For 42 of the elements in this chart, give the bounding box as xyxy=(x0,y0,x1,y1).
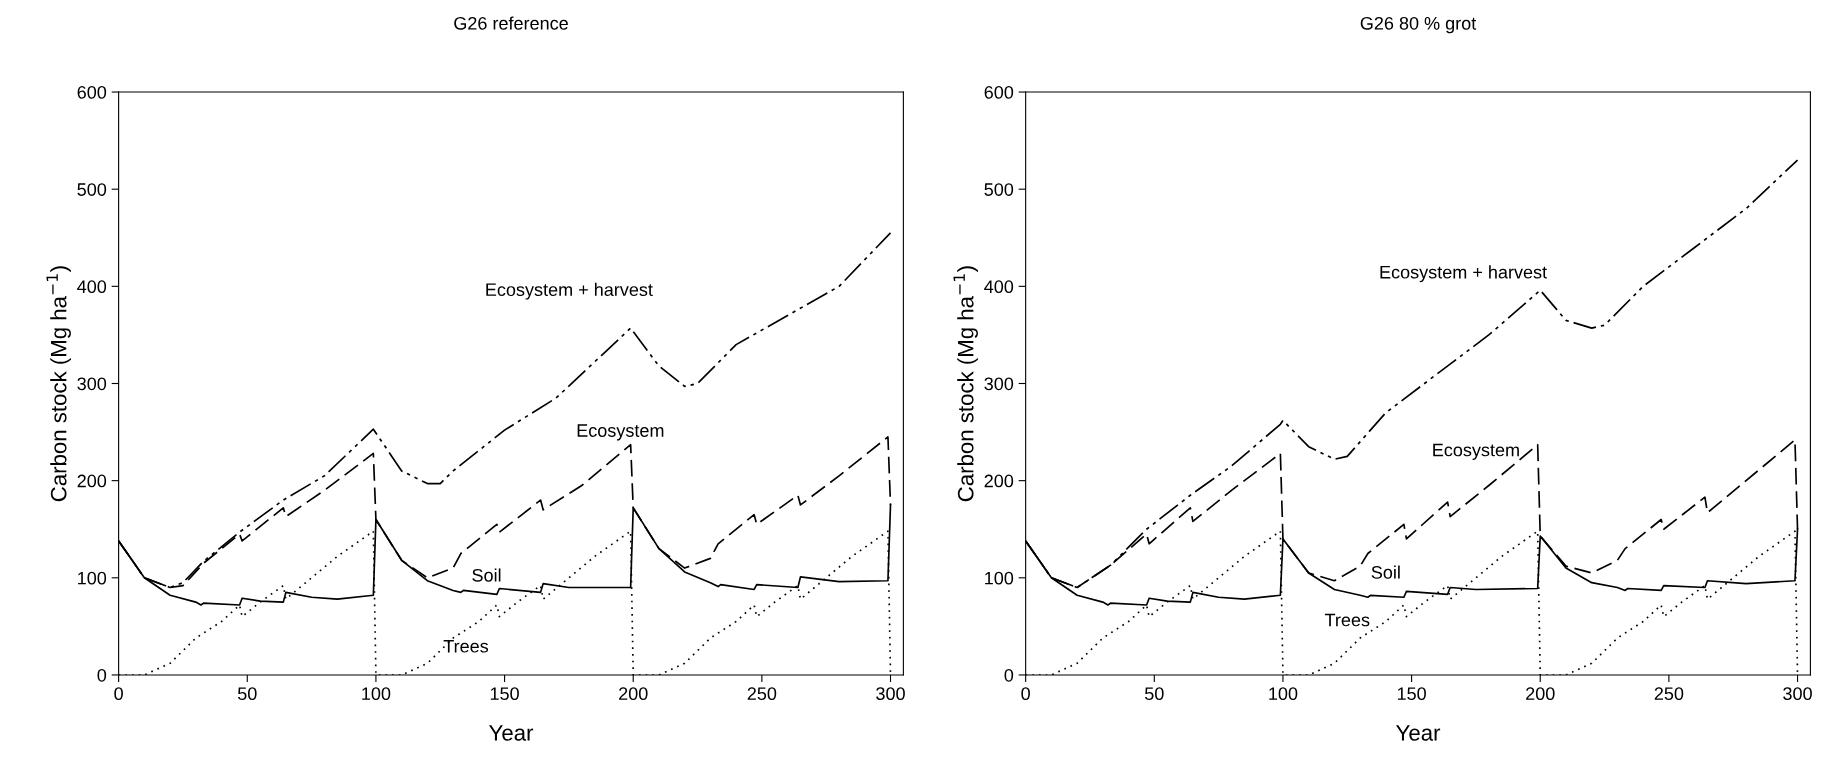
x-axis-title: Year xyxy=(489,725,534,741)
y-tick-label: 0 xyxy=(97,668,107,682)
y-tick-label: 500 xyxy=(77,183,107,196)
y-tick-label: 0 xyxy=(1004,668,1014,682)
y-tick-label: 400 xyxy=(77,280,107,294)
y-tick-label: 100 xyxy=(78,571,107,585)
x-tick-label: 250 xyxy=(747,687,777,701)
x-tick-label: 300 xyxy=(1783,687,1812,701)
series-label: Ecosystem + harvest xyxy=(1380,265,1547,283)
y-tick-label: 300 xyxy=(984,377,1014,391)
x-tick-label: 100 xyxy=(362,687,391,701)
series-label: Soil xyxy=(472,568,501,582)
y-tick-label: 400 xyxy=(984,280,1014,294)
y-tick-label: 600 xyxy=(984,85,1014,99)
y-tick-label: 100 xyxy=(985,571,1014,585)
y-tick-label: 200 xyxy=(77,474,107,488)
y-tick-label: 600 xyxy=(77,85,107,99)
y-tick-label: 300 xyxy=(77,377,107,391)
x-axis-title: Year xyxy=(1396,725,1441,741)
y-axis-title: Carbon stock (Mg ha$^{−1}$) xyxy=(953,266,978,502)
series-label: Trees xyxy=(443,640,489,653)
x-tick-label: 50 xyxy=(1144,687,1164,701)
x-tick-label: 200 xyxy=(619,687,648,701)
x-tick-label: 250 xyxy=(1654,687,1684,701)
x-tick-label: 50 xyxy=(237,687,257,701)
y-axis-title: Carbon stock (Mg ha$^{−1}$) xyxy=(46,266,71,502)
x-tick-label: 0 xyxy=(1021,687,1030,701)
series-label: Trees xyxy=(1324,613,1370,627)
x-tick-label: 150 xyxy=(490,687,519,701)
y-tick-label: 200 xyxy=(984,474,1014,488)
y-tick-label: 500 xyxy=(984,183,1014,196)
x-tick-label: 200 xyxy=(1526,687,1555,701)
series-label: Ecosystem + harvest xyxy=(486,282,653,300)
series-label: Ecosystem xyxy=(577,424,664,441)
x-tick-label: 0 xyxy=(114,687,123,701)
x-tick-label: 150 xyxy=(1397,687,1426,701)
x-tick-label: 300 xyxy=(876,687,905,701)
series-label: Ecosystem xyxy=(1433,443,1519,460)
chart-title: G26 reference xyxy=(454,16,568,30)
x-tick-label: 100 xyxy=(1269,687,1298,701)
chart-title: G26 80 % grot xyxy=(1360,16,1477,34)
series-label: Soil xyxy=(1371,565,1400,579)
